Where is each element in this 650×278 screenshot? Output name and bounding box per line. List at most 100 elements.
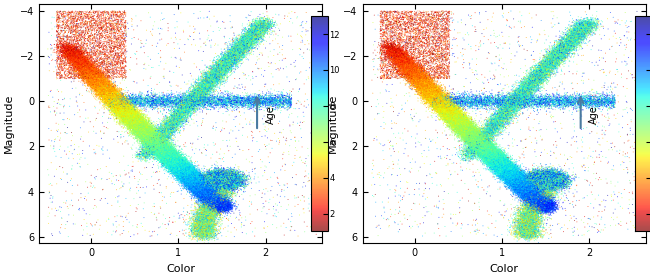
Point (252, 32, 263, 37)
Point (104, 91, 114, 95)
Point (210, 194, 220, 199)
Point (519, 211, 530, 215)
Point (532, 191, 543, 195)
Point (519, 181, 530, 186)
Point (542, 198, 552, 202)
Point (146, 139, 157, 143)
Point (533, 164, 543, 168)
Point (395, 69, 406, 73)
Point (534, 197, 544, 202)
Point (107, 29, 117, 34)
Point (146, 142, 157, 146)
Point (114, 100, 125, 105)
Point (233, 98, 243, 102)
Point (484, 149, 495, 153)
Point (173, 168, 183, 172)
Point (540, 171, 550, 175)
Point (521, 82, 531, 86)
Point (469, 131, 479, 136)
Point (134, 123, 144, 127)
Point (519, 189, 529, 193)
Point (419, 78, 429, 82)
Point (200, 191, 211, 195)
Point (400, 66, 410, 70)
Point (214, 182, 225, 186)
Point (210, 210, 220, 214)
Point (127, 118, 137, 123)
Point (552, 51, 562, 56)
Point (506, 95, 517, 99)
Point (207, 211, 218, 215)
Point (545, 172, 555, 176)
Point (532, 197, 542, 202)
Point (88, 79, 98, 84)
Point (449, 111, 460, 116)
Point (181, 100, 191, 104)
Point (528, 96, 539, 101)
Point (168, 154, 178, 158)
Point (92, 83, 102, 87)
Point (549, 178, 559, 183)
Point (177, 167, 187, 172)
Point (519, 213, 530, 217)
Point (189, 88, 200, 93)
Point (216, 184, 227, 189)
Point (584, 23, 595, 27)
Point (532, 188, 543, 192)
Point (471, 129, 482, 133)
Point (194, 86, 205, 90)
Point (536, 182, 547, 187)
Point (222, 182, 233, 187)
Point (199, 212, 209, 216)
Point (123, 115, 133, 120)
Point (478, 156, 489, 160)
Point (208, 176, 218, 180)
Point (534, 183, 544, 187)
Point (109, 101, 120, 106)
Point (477, 100, 488, 104)
Point (512, 100, 523, 104)
Point (542, 68, 552, 72)
Point (526, 195, 536, 200)
Point (213, 177, 224, 182)
Point (252, 96, 262, 100)
Point (495, 166, 505, 171)
Point (549, 180, 560, 185)
Point (540, 68, 551, 73)
Point (547, 182, 557, 186)
Point (475, 149, 486, 153)
Point (126, 111, 136, 115)
Point (545, 183, 556, 188)
Point (454, 99, 465, 103)
Point (505, 174, 515, 178)
Point (510, 179, 520, 184)
Point (226, 185, 237, 189)
Point (138, 131, 148, 136)
Point (164, 153, 175, 157)
Point (519, 228, 530, 233)
Point (528, 220, 539, 225)
Point (460, 127, 471, 131)
Point (582, 24, 592, 29)
Point (170, 113, 181, 117)
Point (189, 174, 200, 178)
Point (217, 181, 228, 185)
Point (211, 55, 222, 59)
Point (460, 126, 470, 130)
Point (186, 168, 196, 173)
Point (213, 198, 223, 202)
Point (122, 113, 133, 118)
Point (499, 163, 509, 168)
Point (432, 90, 442, 95)
Point (196, 195, 206, 199)
Point (166, 129, 177, 133)
Point (545, 180, 555, 184)
Point (155, 145, 165, 149)
Point (525, 179, 536, 183)
Point (191, 188, 202, 192)
Point (64, 48, 75, 53)
Point (443, 111, 454, 116)
Point (515, 98, 526, 102)
Point (214, 177, 224, 182)
Point (223, 175, 233, 180)
